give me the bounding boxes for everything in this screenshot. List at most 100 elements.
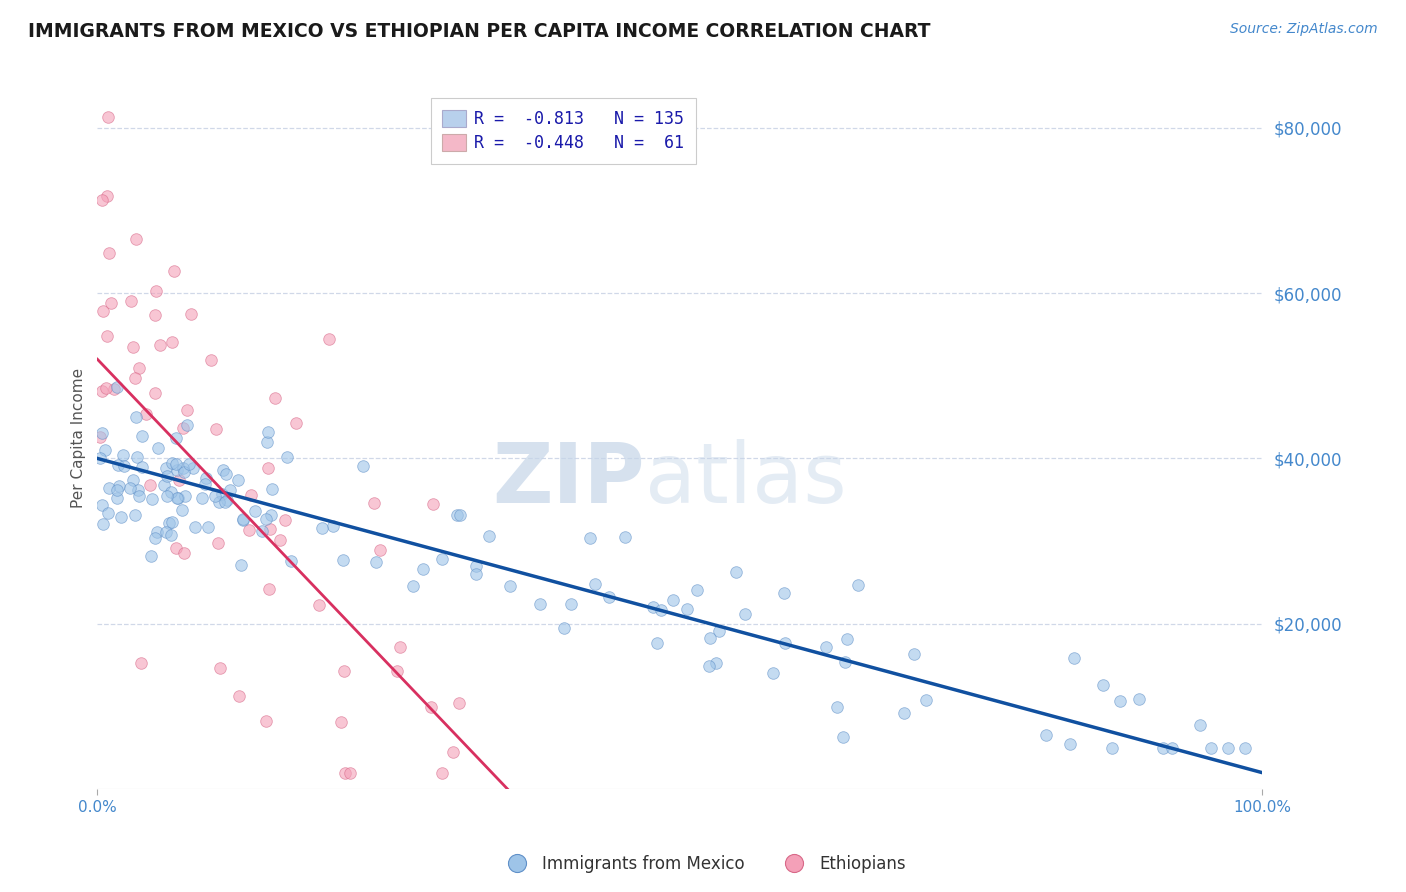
Point	[231, 558, 253, 572]
Point	[332, 553, 354, 567]
Point	[578, 531, 600, 545]
Point	[412, 562, 434, 576]
Point	[553, 621, 575, 635]
Point	[172, 420, 194, 434]
Point	[160, 515, 183, 529]
Point	[124, 508, 146, 523]
Point	[149, 338, 172, 352]
Point	[127, 450, 149, 464]
Point	[156, 489, 179, 503]
Point	[269, 533, 291, 547]
Point	[352, 458, 374, 473]
Point	[96, 329, 118, 343]
Point	[110, 510, 132, 524]
Point	[734, 607, 756, 621]
Point	[1035, 728, 1057, 742]
Text: Source: ZipAtlas.com: Source: ZipAtlas.com	[1230, 22, 1378, 37]
Point	[91, 304, 114, 318]
Point	[131, 459, 153, 474]
Point	[329, 714, 352, 729]
Point	[122, 340, 145, 354]
Point	[128, 361, 150, 376]
Point	[107, 458, 129, 472]
Point	[125, 410, 148, 425]
Point	[165, 541, 187, 555]
Point	[163, 263, 186, 277]
Point	[478, 529, 501, 543]
Point	[183, 520, 205, 534]
Point	[832, 730, 855, 744]
Point	[166, 491, 188, 506]
Point	[103, 383, 125, 397]
Point	[260, 482, 283, 496]
Point	[704, 656, 727, 670]
Point	[94, 443, 117, 458]
Point	[697, 658, 720, 673]
Point	[96, 189, 118, 203]
Point	[676, 602, 699, 616]
Point	[167, 491, 190, 505]
Point	[226, 473, 249, 487]
Point	[177, 458, 200, 472]
Point	[204, 489, 226, 503]
Point	[430, 552, 453, 566]
Point	[131, 429, 153, 443]
Point	[645, 636, 668, 650]
Point	[1128, 691, 1150, 706]
Point	[1152, 740, 1174, 755]
Point	[834, 655, 856, 669]
Point	[208, 495, 231, 509]
Point	[762, 666, 785, 681]
Point	[97, 506, 120, 520]
Point	[146, 441, 169, 455]
Point	[814, 640, 837, 655]
Point	[699, 632, 721, 646]
Point	[318, 332, 340, 346]
Point	[1063, 651, 1085, 665]
Point	[197, 519, 219, 533]
Point	[274, 513, 297, 527]
Point	[160, 484, 183, 499]
Point	[211, 487, 233, 501]
Point	[915, 693, 938, 707]
Point	[183, 460, 205, 475]
Point	[724, 566, 747, 580]
Point	[173, 546, 195, 560]
Point	[464, 566, 486, 581]
Point	[214, 467, 236, 481]
Point	[228, 690, 250, 704]
Point	[363, 496, 385, 510]
Point	[322, 519, 344, 533]
Point	[1188, 717, 1211, 731]
Point	[243, 504, 266, 518]
Point	[311, 521, 333, 535]
Point	[172, 461, 194, 475]
Point	[98, 481, 121, 495]
Point	[180, 307, 202, 321]
Point	[308, 598, 330, 612]
Point	[89, 451, 111, 466]
Point	[686, 582, 709, 597]
Point	[195, 471, 218, 485]
Point	[139, 549, 162, 563]
Point	[166, 463, 188, 477]
Point	[441, 745, 464, 759]
Point	[219, 483, 242, 497]
Point	[143, 308, 166, 322]
Point	[1101, 740, 1123, 755]
Point	[583, 577, 606, 591]
Point	[176, 417, 198, 432]
Point	[145, 285, 167, 299]
Point	[214, 495, 236, 509]
Point	[257, 425, 280, 439]
Point	[1233, 740, 1256, 755]
Point	[1092, 678, 1115, 692]
Point	[112, 459, 135, 474]
Legend: R =  -0.813   N = 135, R =  -0.448   N =  61: R = -0.813 N = 135, R = -0.448 N = 61	[430, 98, 696, 164]
Point	[264, 391, 287, 405]
Point	[131, 656, 153, 670]
Point	[200, 353, 222, 368]
Point	[125, 232, 148, 246]
Point	[709, 624, 731, 638]
Point	[194, 476, 217, 491]
